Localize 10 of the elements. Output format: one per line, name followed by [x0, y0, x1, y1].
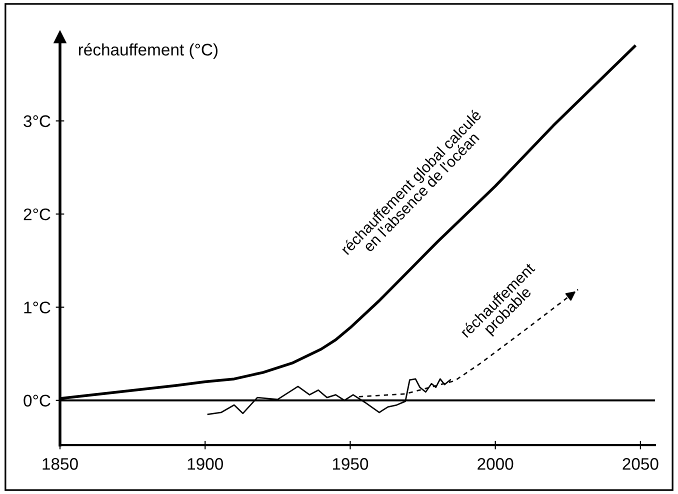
y-tick-label: 3°C	[24, 115, 50, 128]
y-tick-label: 0°C	[24, 394, 50, 407]
y-axis-title: réchauffement (°C)	[78, 43, 218, 59]
x-tick-label: 2000	[478, 458, 514, 470]
x-tick-label: 2050	[622, 458, 658, 470]
x-tick-label: 1850	[42, 458, 78, 470]
y-tick-label: 2°C	[24, 208, 50, 220]
x-tick-label: 1900	[188, 458, 223, 470]
x-tick-label: 1950	[332, 458, 368, 470]
y-tick-label: 1°C	[24, 302, 50, 314]
